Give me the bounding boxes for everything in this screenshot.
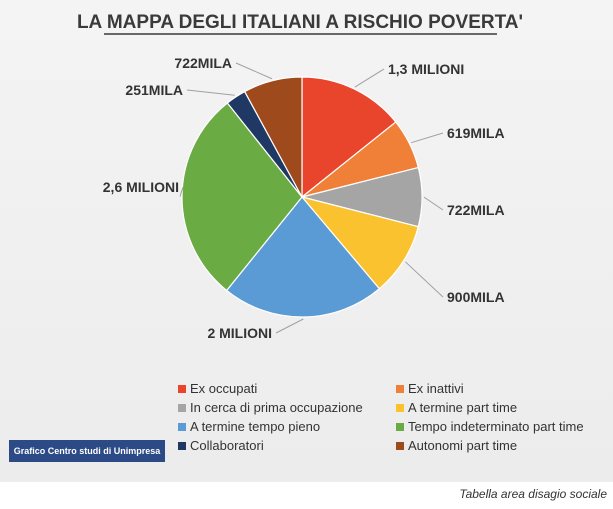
legend-swatch-4 <box>396 404 404 412</box>
source-badge: Grafico Centro studi di Unimpresa <box>9 440 165 462</box>
legend-label-4: A termine part time <box>408 400 517 415</box>
pie-chart: LA MAPPA DEGLI ITALIANI A RISCHIO POVERT… <box>77 12 584 453</box>
chart-title: LA MAPPA DEGLI ITALIANI A RISCHIO POVERT… <box>77 12 523 33</box>
leader-line-4 <box>405 261 444 298</box>
data-label-4: 900MILA <box>447 289 505 305</box>
legend-swatch-3 <box>178 404 186 412</box>
data-label-2: 619MILA <box>447 125 505 141</box>
legend-swatch-8 <box>396 442 404 450</box>
leader-line-5 <box>275 318 304 334</box>
legend-swatch-2 <box>396 385 404 393</box>
caption: Tabella area disagio sociale <box>459 487 607 501</box>
legend-swatch-5 <box>178 423 186 431</box>
leader-line-7 <box>186 89 235 96</box>
legend-label-7: Collaboratori <box>190 438 264 453</box>
data-label-3: 722MILA <box>447 202 505 218</box>
pie-slice-5 <box>225 196 381 318</box>
legend-label-3: In cerca di prima occupazione <box>190 400 363 415</box>
legend-label-6: Tempo indeterminato part time <box>408 419 584 434</box>
data-label-1: 1,3 MILIONI <box>388 61 464 77</box>
data-label-8: 722MILA <box>174 55 232 71</box>
leader-line-1 <box>354 68 385 88</box>
leader-line-6 <box>179 186 184 197</box>
pie-slice-4 <box>300 195 420 290</box>
legend-label-1: Ex occupati <box>190 381 257 396</box>
data-label-5: 2 MILIONI <box>207 325 272 341</box>
leader-line-8 <box>235 62 273 80</box>
legend-label-5: A termine tempo pieno <box>190 419 320 434</box>
data-label-7: 251MILA <box>125 82 183 98</box>
legend-swatch-1 <box>178 385 186 393</box>
data-label-6: 2,6 MILIONI <box>103 179 179 195</box>
legend-swatch-7 <box>178 442 186 450</box>
pie-slice-6 <box>181 102 303 292</box>
leader-line-3 <box>423 196 444 211</box>
pie-slice-8 <box>243 76 303 198</box>
legend-label-2: Ex inattivi <box>408 381 464 396</box>
legend-swatch-6 <box>396 423 404 431</box>
legend-label-8: Autonomi part time <box>408 438 517 453</box>
pie-slice-1 <box>301 76 397 199</box>
legend: Ex occupati Ex inattivi In cerca di prima … <box>178 381 584 453</box>
leader-line-2 <box>411 132 444 144</box>
